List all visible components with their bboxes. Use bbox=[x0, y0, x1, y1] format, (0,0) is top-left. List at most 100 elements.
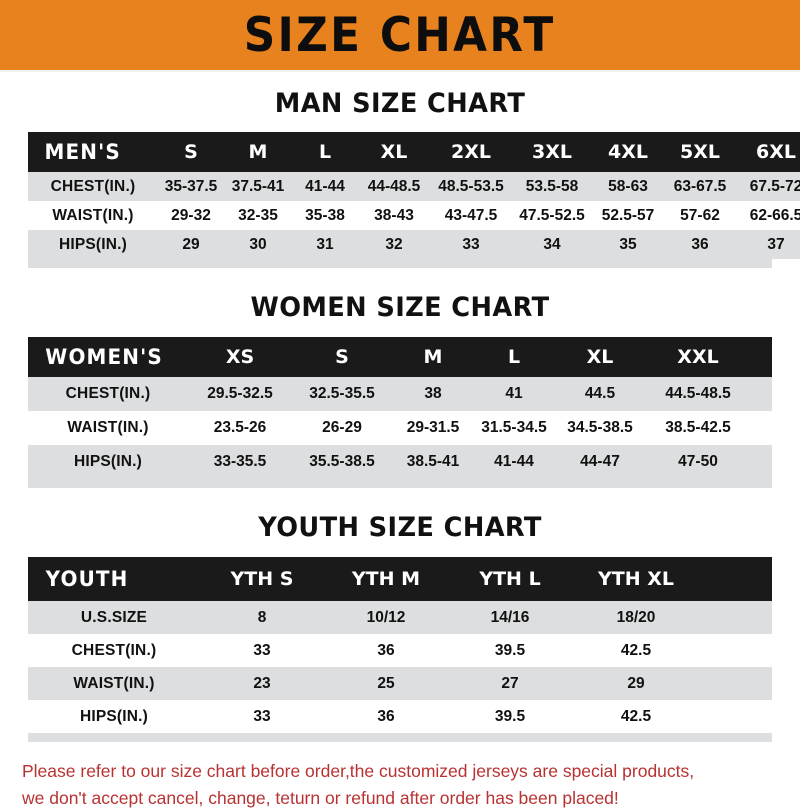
men-cell: 63-67.5 bbox=[673, 177, 727, 195]
youth-table-bottom-strip bbox=[28, 733, 772, 742]
men-cell: 44-48.5 bbox=[367, 177, 421, 195]
youth-row-label: WAIST(IN.) bbox=[73, 674, 155, 692]
women-header-filler bbox=[750, 337, 772, 377]
youth-cell: 42.5 bbox=[620, 641, 652, 659]
table-row: HIPS(IN.) 33-35.5 35.5-38.5 38.5-41 41-4… bbox=[28, 445, 772, 479]
men-cell: 43-47.5 bbox=[444, 206, 498, 224]
youth-header-row: YOUTH YTH S YTH M YTH L YTH XL bbox=[28, 557, 772, 601]
men-cell: 57-62 bbox=[680, 206, 720, 224]
youth-cell: 18/20 bbox=[616, 608, 656, 626]
men-cell: 29-32 bbox=[171, 206, 211, 224]
men-cell: 37 bbox=[767, 235, 785, 253]
men-cell: 58-63 bbox=[608, 177, 648, 195]
youth-row-label: CHEST(IN.) bbox=[71, 641, 157, 659]
men-row-label: CHEST(IN.) bbox=[50, 177, 136, 195]
page-banner: SIZE CHART bbox=[0, 0, 800, 72]
men-cell: 41-44 bbox=[305, 177, 345, 195]
men-row-label: HIPS(IN.) bbox=[58, 235, 128, 253]
youth-section-title: YOUTH SIZE CHART bbox=[258, 512, 542, 543]
women-cell: 29-31.5 bbox=[406, 419, 460, 436]
women-row-label: HIPS(IN.) bbox=[73, 453, 143, 470]
women-section-title: WOMEN SIZE CHART bbox=[250, 292, 550, 323]
men-cell: 35-37.5 bbox=[164, 177, 218, 195]
youth-size-header: YTH M bbox=[351, 568, 421, 590]
women-cell: 29.5-32.5 bbox=[207, 385, 273, 402]
women-header-label: WOMEN'S bbox=[45, 345, 163, 369]
youth-cell: 27 bbox=[501, 674, 519, 692]
women-cell: 41 bbox=[505, 385, 523, 402]
table-row: CHEST(IN.) 33 36 39.5 42.5 bbox=[28, 634, 772, 667]
men-cell: 37.5-41 bbox=[231, 177, 285, 195]
page-title: SIZE CHART bbox=[244, 7, 556, 63]
youth-cell: 33 bbox=[253, 641, 271, 659]
youth-header-filler bbox=[700, 557, 772, 601]
table-row: HIPS(IN.) 29 30 31 32 33 34 35 36 37 bbox=[28, 230, 800, 259]
youth-table-wrap: YOUTH YTH S YTH M YTH L YTH XL U.S.SIZE … bbox=[28, 557, 772, 742]
women-size-header: M bbox=[423, 346, 443, 368]
women-cell: 32.5-35.5 bbox=[309, 385, 375, 402]
men-section-title: MAN SIZE CHART bbox=[274, 88, 526, 119]
youth-cell: 10/12 bbox=[366, 608, 406, 626]
men-cell: 32 bbox=[385, 235, 403, 253]
women-size-header: XXL bbox=[677, 346, 719, 368]
women-cell-filler bbox=[750, 445, 772, 479]
youth-header-label: YOUTH bbox=[45, 567, 129, 591]
men-table-wrap: MEN'S S M L XL 2XL 3XL 4XL 5XL 6XL CHEST… bbox=[28, 132, 800, 268]
women-cell: 33-35.5 bbox=[213, 453, 267, 470]
table-row: WAIST(IN.) 29-32 32-35 35-38 38-43 43-47… bbox=[28, 201, 800, 230]
youth-cell: 29 bbox=[627, 674, 645, 692]
youth-size-header: YTH XL bbox=[598, 568, 674, 590]
youth-cell: 14/16 bbox=[490, 608, 530, 626]
women-cell: 34.5-38.5 bbox=[567, 419, 633, 436]
men-size-header: 3XL bbox=[532, 141, 572, 163]
women-cell: 38.5-42.5 bbox=[665, 419, 731, 436]
men-table-bottom-strip bbox=[28, 259, 772, 268]
men-table-body: MEN'S S M L XL 2XL 3XL 4XL 5XL 6XL CHEST… bbox=[28, 132, 800, 259]
women-cell: 47-50 bbox=[678, 453, 718, 470]
youth-table-body: YOUTH YTH S YTH M YTH L YTH XL U.S.SIZE … bbox=[28, 557, 772, 733]
women-cell: 41-44 bbox=[494, 453, 534, 470]
women-size-header: S bbox=[335, 346, 349, 368]
men-cell: 52.5-57 bbox=[601, 206, 655, 224]
women-cell: 38 bbox=[424, 385, 442, 402]
table-row: WAIST(IN.) 23.5-26 26-29 29-31.5 31.5-34… bbox=[28, 411, 772, 445]
men-header-label: MEN'S bbox=[44, 140, 121, 164]
women-cell-filler bbox=[750, 377, 772, 411]
men-cell: 29 bbox=[182, 235, 200, 253]
men-row-label: WAIST(IN.) bbox=[52, 206, 134, 224]
women-cell: 26-29 bbox=[322, 419, 362, 436]
women-header-row: WOMEN'S XS S M L XL XXL bbox=[28, 337, 772, 377]
youth-cell-filler bbox=[700, 634, 772, 667]
men-cell: 32-35 bbox=[238, 206, 278, 224]
men-cell: 30 bbox=[249, 235, 267, 253]
youth-cell: 36 bbox=[377, 641, 395, 659]
order-policy-note: Please refer to our size chart before or… bbox=[22, 758, 778, 812]
men-cell: 53.5-58 bbox=[525, 177, 579, 195]
women-cell: 31.5-34.5 bbox=[481, 419, 547, 436]
women-cell: 44.5-48.5 bbox=[665, 385, 731, 402]
men-cell: 48.5-53.5 bbox=[438, 177, 504, 195]
youth-cell-filler bbox=[700, 601, 772, 634]
men-cell: 31 bbox=[316, 235, 334, 253]
youth-cell-filler bbox=[700, 700, 772, 733]
women-cell-filler bbox=[750, 411, 772, 445]
women-cell: 44.5 bbox=[584, 385, 616, 402]
men-cell: 33 bbox=[462, 235, 480, 253]
women-table-body: WOMEN'S XS S M L XL XXL CHEST(IN.) 29.5-… bbox=[28, 337, 772, 479]
youth-cell: 39.5 bbox=[494, 707, 526, 725]
table-row: CHEST(IN.) 29.5-32.5 32.5-35.5 38 41 44.… bbox=[28, 377, 772, 411]
table-row: WAIST(IN.) 23 25 27 29 bbox=[28, 667, 772, 700]
men-size-header: 2XL bbox=[451, 141, 491, 163]
youth-size-header: YTH L bbox=[479, 568, 541, 590]
table-row: CHEST(IN.) 35-37.5 37.5-41 41-44 44-48.5… bbox=[28, 172, 800, 201]
youth-cell: 42.5 bbox=[620, 707, 652, 725]
table-row: U.S.SIZE 8 10/12 14/16 18/20 bbox=[28, 601, 772, 634]
youth-row-label: HIPS(IN.) bbox=[79, 707, 149, 725]
men-size-header: M bbox=[248, 141, 268, 163]
men-size-header: L bbox=[318, 141, 332, 163]
youth-cell: 8 bbox=[257, 608, 267, 626]
women-cell: 23.5-26 bbox=[213, 419, 267, 436]
table-row: HIPS(IN.) 33 36 39.5 42.5 bbox=[28, 700, 772, 733]
men-cell: 47.5-52.5 bbox=[519, 206, 585, 224]
